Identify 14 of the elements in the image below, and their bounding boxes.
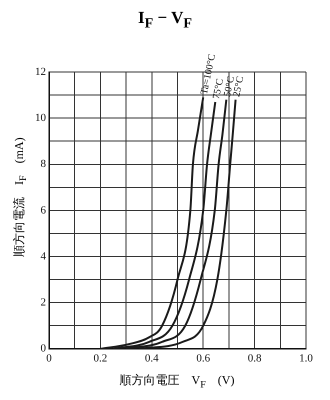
x-tick-label: 0.2 [94,352,108,364]
x-tick-label: 0.4 [144,352,160,364]
chart-title: I$_{F}$ − V$_{F}$ [136,8,194,32]
x-tick-label: 1.0 [299,352,314,364]
y-tick-label: 8 [40,158,46,170]
text: 順方向電圧 V$_{F}$ (V) [120,373,234,390]
y-tick-label: 0 [40,342,46,355]
x-tick-label: 0.6 [196,352,211,364]
x-tick-label: 0.8 [248,352,262,364]
y-tick-label: 6 [40,204,46,216]
y-tick-label: 4 [40,250,46,262]
y-tick-label: 10 [35,112,46,124]
y-tick-label: 12 [35,66,46,78]
y-tick-label: 2 [40,296,46,309]
